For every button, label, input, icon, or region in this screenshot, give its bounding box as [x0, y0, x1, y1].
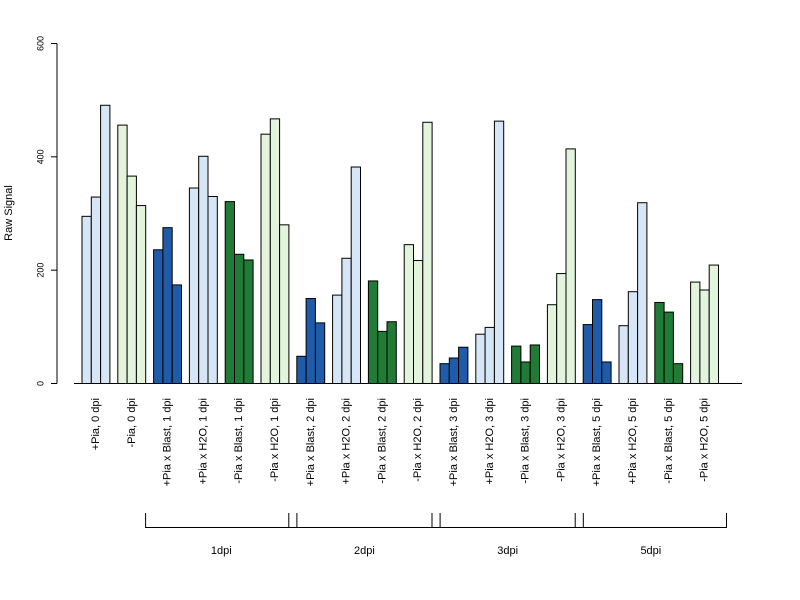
bars [81, 104, 720, 385]
bar [269, 118, 281, 385]
bar [224, 201, 235, 384]
bar [529, 344, 541, 384]
bar [708, 264, 720, 385]
x-tick-label: -Pia x H2O, 5 dpi [699, 398, 711, 482]
bar [618, 325, 629, 385]
y-tick-label: 600 [35, 36, 45, 51]
x-tick-label: +Pia x H2O, 3 dpi [484, 398, 496, 485]
y-tick-label: 400 [35, 149, 45, 164]
bar [377, 330, 388, 384]
bar [90, 196, 102, 384]
x-tick-label: +Pia x Blast, 1 dpi [162, 398, 174, 486]
bar [511, 345, 522, 385]
bar [126, 175, 137, 384]
x-tick-label: -Pia x H2O, 1 dpi [269, 398, 281, 482]
y-tick-label: 0 [35, 381, 45, 386]
x-tick-label: +Pia x Blast, 5 dpi [591, 398, 603, 486]
bar [296, 355, 307, 384]
bar [100, 104, 111, 385]
x-tick-label: +Pia, 0 dpi [90, 398, 102, 450]
x-tick-label: +Pia x Blast, 2 dpi [305, 398, 317, 486]
bar [341, 257, 352, 384]
x-tick-label: -Pia x Blast, 3 dpi [520, 398, 532, 484]
bar [520, 361, 531, 385]
x-tick-label: -Pia x Blast, 2 dpi [376, 398, 388, 484]
bar [243, 259, 254, 384]
bar [637, 202, 648, 384]
bar [332, 294, 343, 385]
group-label: 1dpi [211, 545, 232, 557]
bar [672, 363, 684, 385]
bar [592, 299, 603, 385]
x-tick-label: +Pia x H2O, 5 dpi [627, 398, 639, 485]
x-tick-label: -Pia x Blast, 1 dpi [233, 398, 245, 484]
x-tick-label: -Pia x H2O, 2 dpi [412, 398, 424, 482]
group-bracket [574, 513, 727, 528]
x-tick-label: -Pia, 0 dpi [126, 398, 138, 448]
bar [162, 227, 173, 384]
bar [422, 121, 433, 385]
bar [475, 333, 486, 385]
bar [565, 148, 576, 384]
x-tick-label: -Pia x Blast, 5 dpi [663, 398, 675, 484]
bar [484, 326, 495, 384]
bar [260, 133, 271, 384]
bar [448, 357, 460, 384]
bar [135, 205, 147, 384]
bar [654, 301, 665, 384]
y-tick-label: 200 [35, 263, 45, 278]
bar [153, 249, 164, 384]
bar [690, 281, 701, 385]
bar [234, 253, 245, 384]
x-tick-label: +Pia x Blast, 3 dpi [448, 398, 460, 486]
group-label: 3dpi [497, 545, 518, 557]
y-axis-label: Raw Signal [3, 185, 15, 241]
group-label: 5dpi [640, 545, 661, 557]
bar [627, 291, 639, 385]
bar [171, 284, 182, 384]
bar [403, 244, 415, 384]
bar [601, 361, 612, 385]
bar [386, 321, 397, 385]
group-bracket [145, 513, 298, 528]
bar [198, 155, 209, 384]
bar [279, 224, 290, 384]
group-brackets: 1dpi 2dpi 3dpi 5dpi [145, 513, 727, 557]
y-axis: 0 200 400 600 [35, 36, 58, 386]
bar [350, 166, 362, 384]
bar [556, 273, 567, 385]
bar [439, 363, 450, 385]
group-bracket [288, 513, 441, 528]
bar [413, 260, 424, 384]
bar [188, 187, 200, 384]
bar [458, 346, 469, 385]
group-label: 2dpi [354, 545, 375, 557]
x-tick-label: +Pia x H2O, 1 dpi [197, 398, 209, 485]
group-bracket [431, 513, 584, 528]
x-tick-labels: +Pia, 0 dpi -Pia, 0 dpi +Pia x Blast, 1 dp… [90, 398, 711, 486]
bar [546, 304, 558, 385]
bar [367, 280, 379, 384]
bar [582, 324, 594, 385]
bar [207, 196, 218, 384]
bar [117, 124, 128, 384]
bar [305, 298, 316, 384]
x-tick-label: +Pia x H2O, 2 dpi [341, 398, 353, 485]
bar [81, 215, 92, 384]
bar [699, 289, 710, 384]
bar [314, 322, 326, 384]
bar [663, 311, 674, 385]
x-tick-label: -Pia x H2O, 3 dpi [555, 398, 567, 482]
bar [493, 120, 505, 384]
